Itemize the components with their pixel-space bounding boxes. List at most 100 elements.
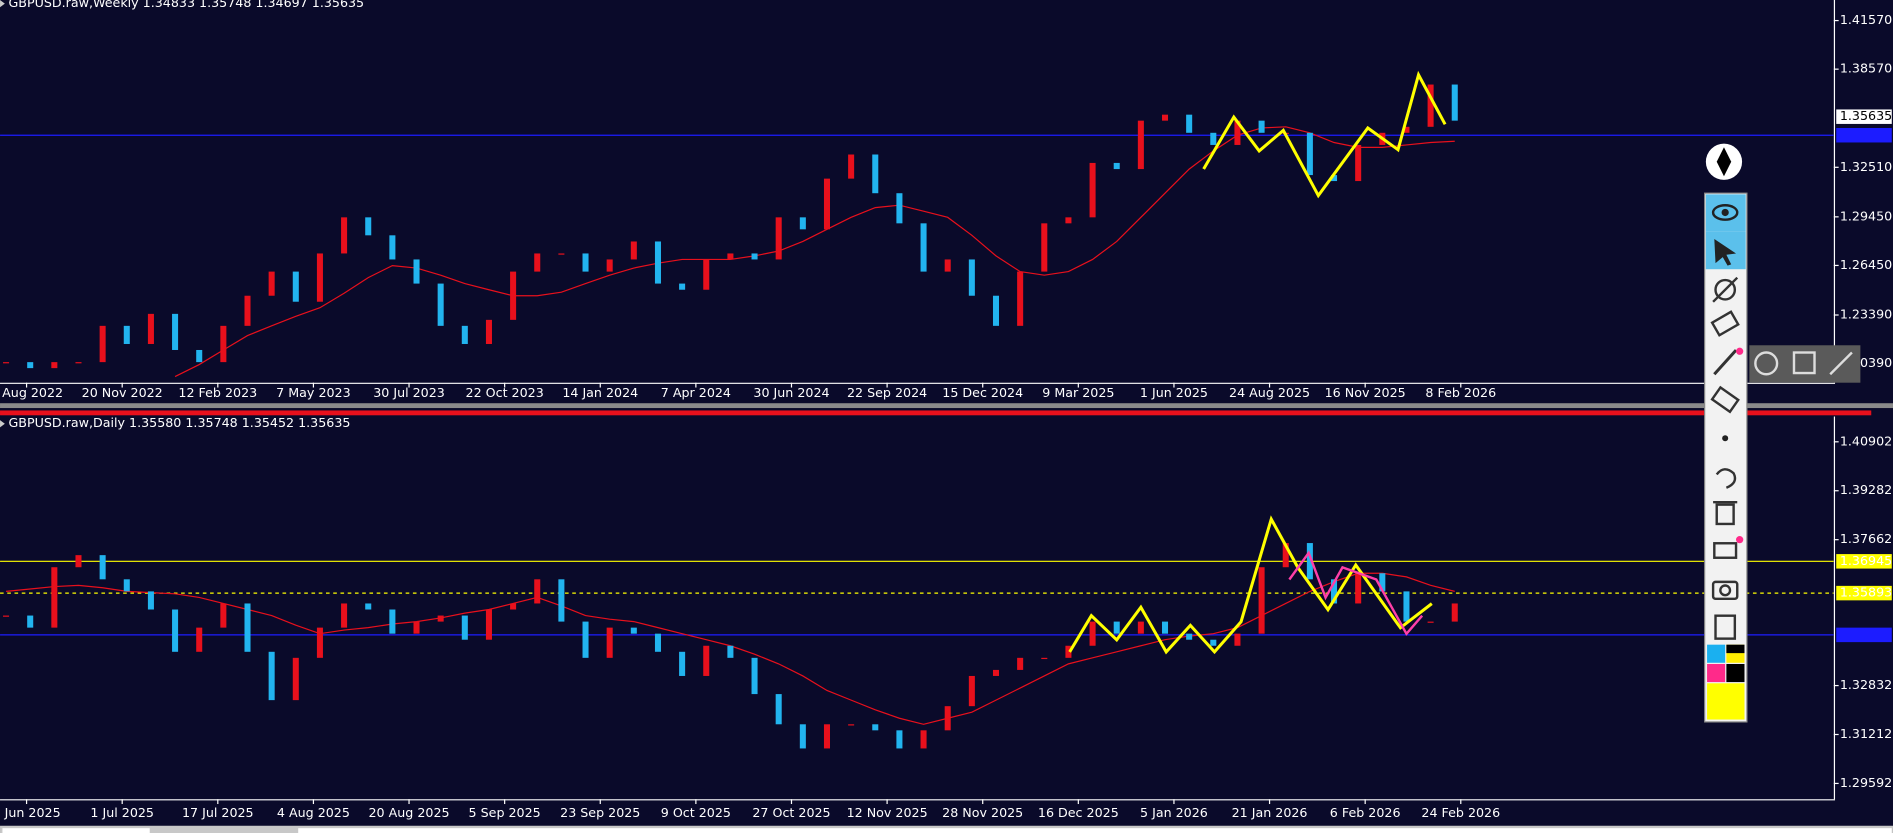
indicator-dot xyxy=(1736,536,1744,544)
date-label: 9 Oct 2025 xyxy=(661,805,731,820)
candle xyxy=(1113,621,1120,634)
color-swatch[interactable] xyxy=(1707,683,1745,720)
candle xyxy=(1258,120,1265,133)
candle xyxy=(1210,132,1217,145)
candle xyxy=(196,627,203,652)
color-swatch[interactable] xyxy=(1726,644,1745,654)
price-tick-label: 1.26450 xyxy=(1840,257,1892,272)
cursor-icon xyxy=(1714,239,1737,266)
candle xyxy=(606,259,613,272)
candle xyxy=(848,154,855,179)
candle xyxy=(461,615,468,640)
candle xyxy=(606,627,613,658)
candle xyxy=(896,193,903,224)
candle xyxy=(799,724,806,749)
candle xyxy=(123,325,130,344)
candle xyxy=(968,675,975,707)
date-label: 1 Jul 2025 xyxy=(90,805,154,820)
line-tool[interactable] xyxy=(1713,349,1738,376)
screenshot-tool[interactable] xyxy=(1711,580,1739,601)
date-label: 27 Oct 2025 xyxy=(752,805,830,820)
date-label: 22 Sep 2024 xyxy=(847,385,927,400)
tab[interactable] xyxy=(298,828,1892,833)
candle xyxy=(848,724,855,726)
candle xyxy=(172,609,179,652)
candle xyxy=(268,271,275,296)
candle xyxy=(679,651,686,676)
candle xyxy=(1065,217,1072,224)
current-price-box xyxy=(1836,109,1892,124)
candle xyxy=(413,259,420,284)
eraser-tool[interactable] xyxy=(1710,385,1740,414)
brush-tool[interactable] xyxy=(1710,310,1740,337)
moving-average xyxy=(174,126,1455,378)
candle xyxy=(654,241,661,284)
candle xyxy=(1113,162,1120,170)
candle xyxy=(968,259,975,296)
price-tick-label: 1.39282 xyxy=(1840,482,1892,497)
candle xyxy=(1186,114,1193,133)
candle xyxy=(51,362,58,369)
date-label: 3 Jun 2025 xyxy=(0,805,61,820)
candle xyxy=(316,253,323,302)
candle xyxy=(3,362,10,364)
toolbar-panel xyxy=(1704,192,1748,723)
color-swatch[interactable] xyxy=(1707,663,1726,683)
candle xyxy=(1210,639,1217,646)
rect-shape-button[interactable] xyxy=(1792,351,1816,375)
color-swatch[interactable] xyxy=(1707,644,1726,663)
circle-shape-button[interactable] xyxy=(1754,351,1779,376)
candle xyxy=(1089,162,1096,218)
candle xyxy=(727,645,734,658)
candle xyxy=(437,615,444,622)
candle xyxy=(316,627,323,658)
candle xyxy=(485,609,492,640)
candle xyxy=(99,325,106,363)
dot-tool[interactable] xyxy=(1722,435,1729,442)
candle xyxy=(196,349,203,363)
candle xyxy=(920,223,927,272)
date-label: 5 Sep 2025 xyxy=(469,805,541,820)
candle xyxy=(1041,657,1048,660)
candle xyxy=(99,555,106,580)
candle xyxy=(1451,84,1458,121)
date-label: 14 Jan 2024 xyxy=(562,385,638,400)
template-tool[interactable] xyxy=(1713,542,1738,559)
chart-header: GBPUSD.raw,Weekly 1.34833 1.35748 1.3469… xyxy=(8,0,364,10)
candle xyxy=(1017,657,1024,670)
level-label-box xyxy=(1836,585,1892,601)
candle xyxy=(944,706,951,731)
candle xyxy=(75,362,82,364)
magnet-tool[interactable] xyxy=(1714,278,1737,301)
undo-tool[interactable] xyxy=(1715,468,1737,489)
clipboard-tool[interactable] xyxy=(1714,614,1737,640)
date-label: 20 Nov 2022 xyxy=(82,385,163,400)
candle xyxy=(630,241,637,260)
trash-tool[interactable] xyxy=(1715,503,1735,526)
indicator-dot xyxy=(1736,347,1744,355)
candle xyxy=(823,178,831,230)
red-separator xyxy=(0,410,1872,416)
color-swatch[interactable] xyxy=(1726,663,1745,683)
candle xyxy=(437,283,444,326)
candle xyxy=(27,615,34,628)
candle xyxy=(775,694,782,725)
price-tick-label: 1.40902 xyxy=(1840,433,1892,448)
arrow-shape-button[interactable] xyxy=(1829,351,1853,376)
candle xyxy=(147,313,154,344)
candle xyxy=(751,657,758,695)
candle xyxy=(920,730,927,749)
zigzag-drawing xyxy=(1288,550,1424,636)
candle xyxy=(872,154,879,194)
candle xyxy=(1234,633,1241,646)
date-label: 5 Jan 2026 xyxy=(1140,805,1208,820)
date-label: 16 Dec 2025 xyxy=(1038,805,1119,820)
date-label: 30 Jul 2023 xyxy=(373,385,445,400)
candle xyxy=(1403,591,1410,622)
eye-pupil xyxy=(1721,208,1729,217)
candle xyxy=(992,669,1000,676)
tab[interactable] xyxy=(2,828,150,833)
date-label: 28 Nov 2025 xyxy=(942,805,1023,820)
candle xyxy=(1451,603,1458,622)
